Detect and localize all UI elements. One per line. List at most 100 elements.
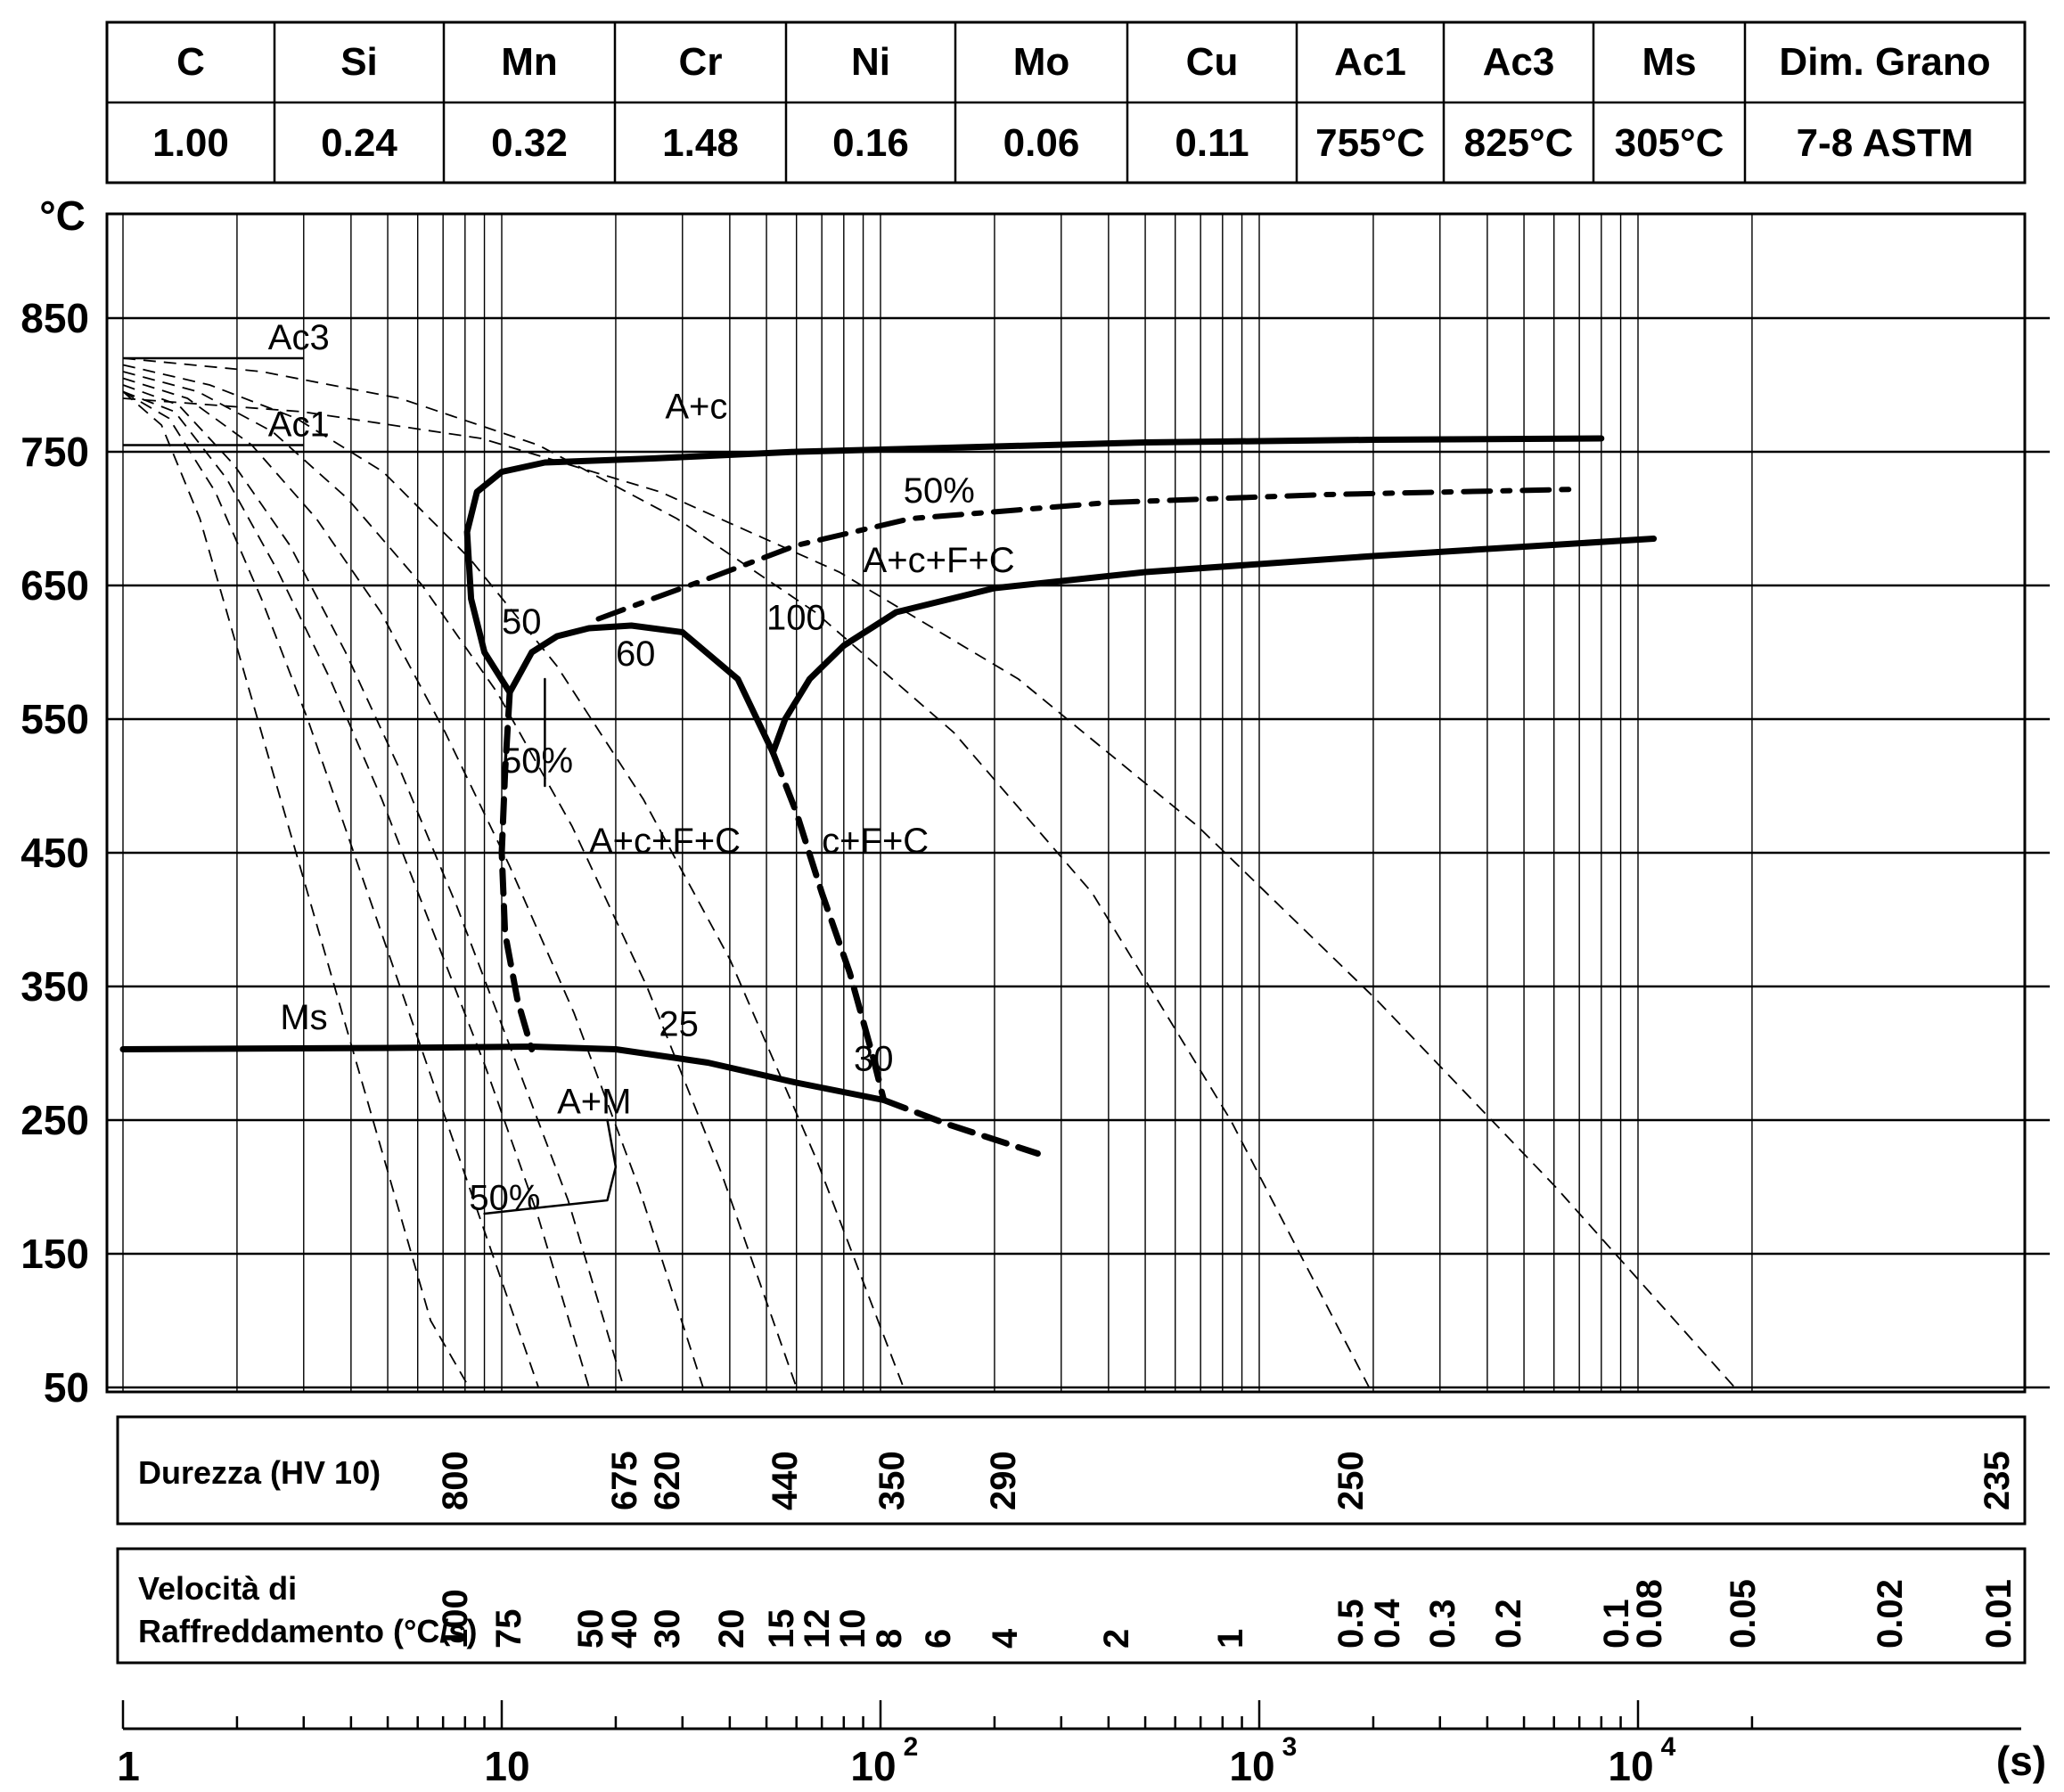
hardness-value: 440 [766,1451,805,1510]
hardness-value: 675 [605,1451,644,1510]
rate-value: 0.08 [1630,1579,1669,1649]
curve-labels: 50% 50 60 100 50% 25 30 50% [469,471,974,1218]
curve-label: 50% [469,1179,540,1218]
transformation-curves [119,435,1658,1215]
transformation-curve [119,1043,888,1103]
rate-box [116,1547,2027,1665]
transformation-curve [769,536,1658,756]
table-value-cell: 7-8 ASTM [1797,121,1974,165]
rate-value: 0.02 [1871,1579,1910,1649]
table-value-cell: 1.00 [152,121,229,165]
curve-label: 100 [766,599,826,638]
time-axis-labels: 1 10 10 2 10 3 10 4 [117,1732,1675,1789]
y-tick-label: 850 [20,295,89,341]
y-tick-label: 750 [20,429,89,475]
table-header-cell: Ac3 [1483,40,1555,84]
y-axis-unit: °C [39,192,86,239]
plot-frame [105,212,2027,1394]
rate-value: 0.1 [1597,1599,1636,1649]
hardness-value: 620 [648,1451,687,1510]
table-value-cell: 825°C [1464,121,1574,165]
table-header-cell: Cu [1186,40,1239,84]
rate-value: 15 [762,1609,801,1649]
rate-value: 50 [571,1609,610,1649]
time-axis-exponent: 4 [1661,1732,1676,1762]
table-header-cell: C [176,40,205,84]
table-value-cell: 1.48 [662,121,739,165]
transformation-curve [880,1097,1041,1157]
critical-line-label: Ac1 [268,405,330,445]
hardness-values: 800 675 620 440 350 290 250 235 [436,1451,2017,1510]
rate-value: 1 [1211,1629,1250,1649]
rate-value: 0.5 [1331,1599,1371,1649]
curve-label: 50% [502,741,573,781]
cooling-rate-row: Velocità di Raffreddamento (°C/s) 100 75 5… [116,1547,2027,1665]
time-axis-label: 10 [484,1743,529,1789]
y-tick-label: 50 [44,1364,89,1411]
cooling-curve [122,364,905,1388]
table-header-cell: Cr [679,40,723,84]
y-tick-label: 250 [20,1097,89,1143]
critical-line-label: Ac3 [268,318,330,357]
cooling-curve [122,397,1736,1388]
curve-label: 25 [659,1005,699,1044]
phase-label: Ms [280,998,327,1037]
phase-label: A+c+F+C [589,822,741,861]
cooling-curve [122,377,704,1388]
cooling-curve [122,371,798,1388]
curve-label: 50% [904,471,975,511]
time-axis-label: 10 [850,1743,896,1789]
rate-value: 30 [648,1609,687,1649]
rate-value: 75 [489,1609,528,1649]
table-header-cell: Ms [1642,40,1696,84]
transformation-curve [463,435,1605,696]
rate-value: 0.2 [1489,1599,1528,1649]
table-header-cell: Mo [1013,40,1070,84]
table-value-cell: 755°C [1315,121,1425,165]
table-header-cell: Ni [851,40,890,84]
cooling-curves [122,357,1736,1388]
rate-value: 0.05 [1724,1579,1763,1649]
hardness-value: 290 [984,1451,1023,1510]
cooling-curve [122,390,471,1388]
y-tick-label: 150 [20,1231,89,1277]
curve-label: 30 [854,1040,894,1079]
rate-value: 20 [712,1609,751,1649]
rate-value: 40 [605,1609,644,1649]
phase-label: A+c+F+C [864,541,1015,580]
time-axis-label: 10 [1229,1743,1274,1789]
phase-labels: A+c A+c+F+C A+c+F+C c+F+C A+M Ms [280,388,1014,1122]
y-tick-label: 550 [20,696,89,742]
hardness-label: Durezza (HV 10) [138,1454,381,1491]
table-value-cell: 0.06 [1003,121,1080,165]
rate-label-line1: Velocità di [138,1570,297,1607]
time-axis-exponent: 3 [1282,1732,1298,1762]
rate-value: 12 [798,1609,837,1649]
y-axis-ticks: 850 750 650 550 450 350 250 150 50 [20,295,89,1411]
y-tick-label: 350 [20,963,89,1010]
plot-area: Ac3 Ac1 850 750 650 550 450 350 250 150 50 °C A+c… [20,192,2050,1411]
transformation-curve [506,622,776,756]
hardness-value: 800 [436,1451,475,1510]
table-column-dividers [273,22,1747,183]
table-value-cell: 0.11 [1175,121,1249,165]
transformation-curve [483,1118,618,1215]
rate-value: 0.4 [1368,1599,1407,1649]
time-axis-label: 1 [117,1743,140,1789]
cooling-curve [122,390,540,1388]
hardness-row: Durezza (HV 10) 800 675 620 440 350 290 250 235 [116,1415,2027,1526]
hardness-box [116,1415,2027,1526]
rate-value: 8 [870,1629,909,1649]
curve-label: 50 [502,602,542,642]
time-axis: 1 10 10 2 10 3 10 4 (s) [117,1700,2046,1789]
table-value-cell: 0.32 [491,121,568,165]
table-header-cell: Dim. Grano [1779,40,1990,84]
phase-label: A+M [557,1083,631,1122]
rate-value: 6 [919,1629,958,1649]
curve-label: 60 [616,634,656,674]
transformation-curve [769,749,888,1103]
table-value-cell: 0.16 [832,121,909,165]
grid [107,214,2050,1392]
